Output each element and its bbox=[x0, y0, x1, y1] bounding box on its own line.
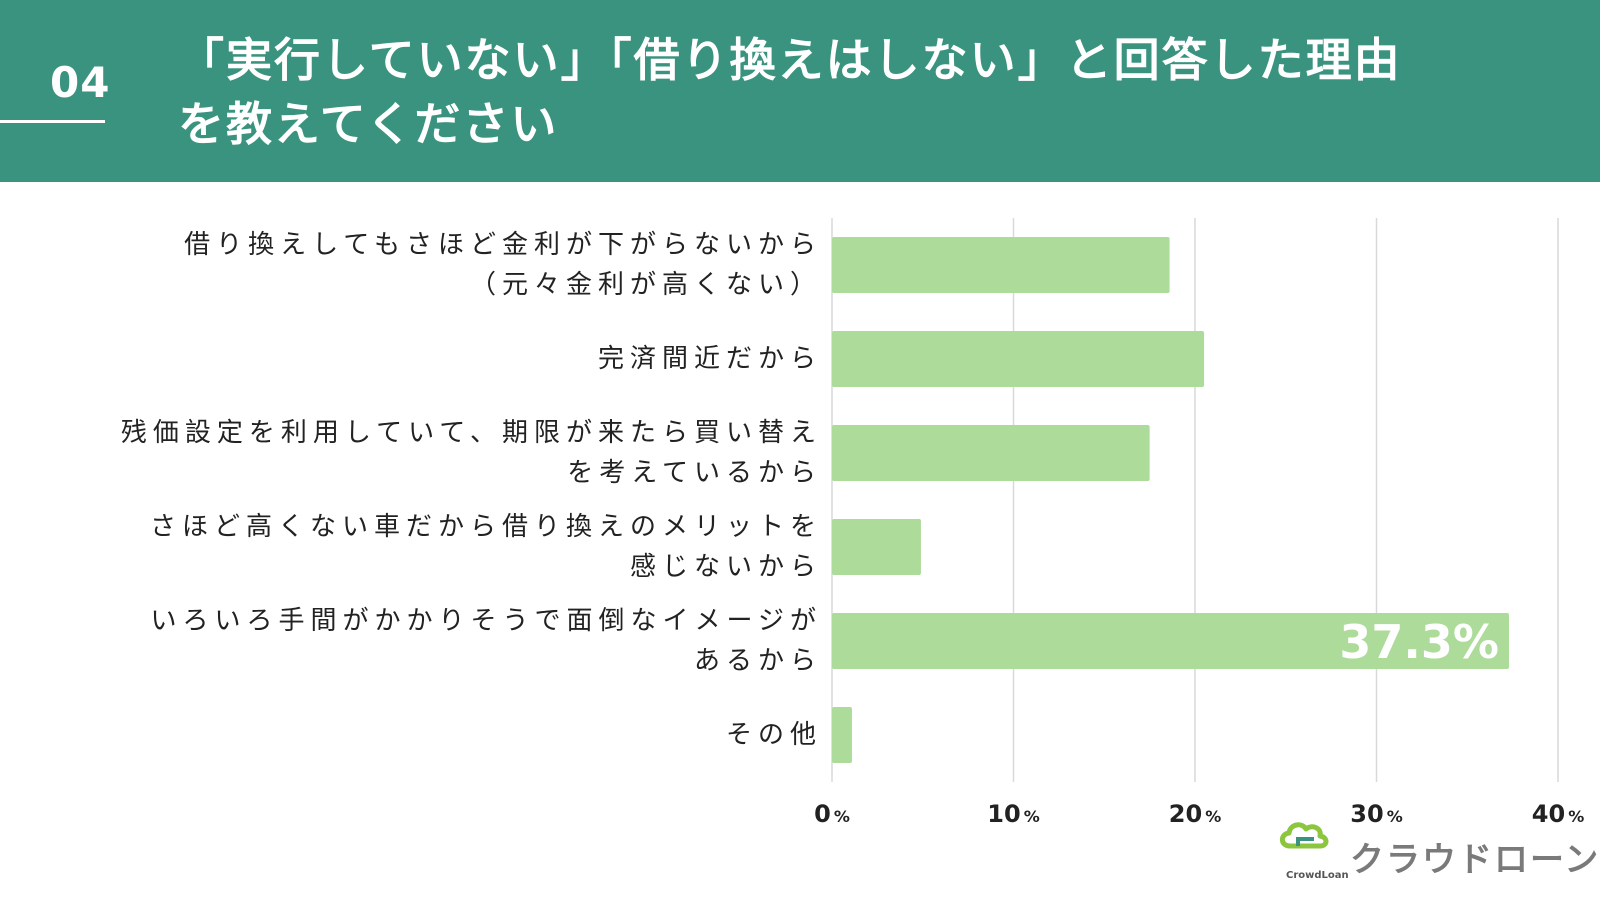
bar bbox=[832, 237, 1170, 293]
crowdloan-logo: クラウドローン CrowdLoan bbox=[1279, 822, 1598, 894]
category-label-line: さほど高くない車だから借り換えのメリットを bbox=[149, 512, 822, 542]
bar bbox=[832, 613, 1509, 669]
bar bbox=[832, 707, 852, 763]
page-title: 「実行していない」「借り換えはしない」と回答した理由 を教えてください bbox=[178, 28, 1538, 156]
category-label-line: （元々金利が高くない） bbox=[469, 270, 822, 300]
category-label-line: いろいろ手間がかかりそうで面倒なイメージが bbox=[150, 606, 822, 636]
bar bbox=[832, 425, 1150, 481]
category-label-line: あるから bbox=[693, 646, 822, 676]
category-label-line: 借り換えしてもさほど金利が下がらないから bbox=[184, 230, 822, 260]
bar bbox=[832, 519, 921, 575]
x-tick-label: 0% bbox=[814, 800, 850, 828]
category-label: 残価設定を利用していて、期限が来たら買い替えを考えているから bbox=[121, 413, 822, 493]
page-title-line2: を教えてください bbox=[178, 97, 559, 151]
category-label-line: その他 bbox=[725, 720, 822, 750]
category-label: いろいろ手間がかかりそうで面倒なイメージがあるから bbox=[151, 601, 822, 681]
bar bbox=[832, 331, 1205, 387]
logo-subtext: CrowdLoan bbox=[1286, 870, 1349, 881]
cloud-icon bbox=[1279, 822, 1329, 849]
logo-text: クラウドローン bbox=[1350, 840, 1600, 880]
category-label-line: 完済間近だから bbox=[597, 344, 822, 374]
category-label-line: を考えているから bbox=[567, 458, 822, 488]
bar-value-label: 37.3% bbox=[1339, 615, 1499, 669]
category-label: 借り換えしてもさほど金利が下がらないから （元々金利が高くない） bbox=[184, 225, 822, 305]
x-tick-label: 40% bbox=[1532, 800, 1584, 828]
category-label-line: 残価設定を利用していて、期限が来たら買い替え bbox=[120, 418, 822, 448]
question-number-underline bbox=[0, 120, 105, 123]
x-tick-label: 20% bbox=[1169, 800, 1221, 828]
x-tick-label: 10% bbox=[987, 800, 1039, 828]
category-label: その他 bbox=[726, 715, 822, 755]
category-label: 完済間近だから bbox=[598, 339, 822, 379]
question-number: 04 bbox=[50, 58, 111, 107]
header-banner: 04 「実行していない」「借り換えはしない」と回答した理由 を教えてください bbox=[0, 0, 1600, 182]
category-label-line: 感じないから bbox=[629, 552, 822, 582]
page-title-line1: 「実行していない」「借り換えはしない」と回答した理由 bbox=[178, 33, 1402, 87]
x-tick-label: 30% bbox=[1350, 800, 1402, 828]
category-label: さほど高くない車だから借り換えのメリットを感じないから bbox=[150, 507, 822, 587]
